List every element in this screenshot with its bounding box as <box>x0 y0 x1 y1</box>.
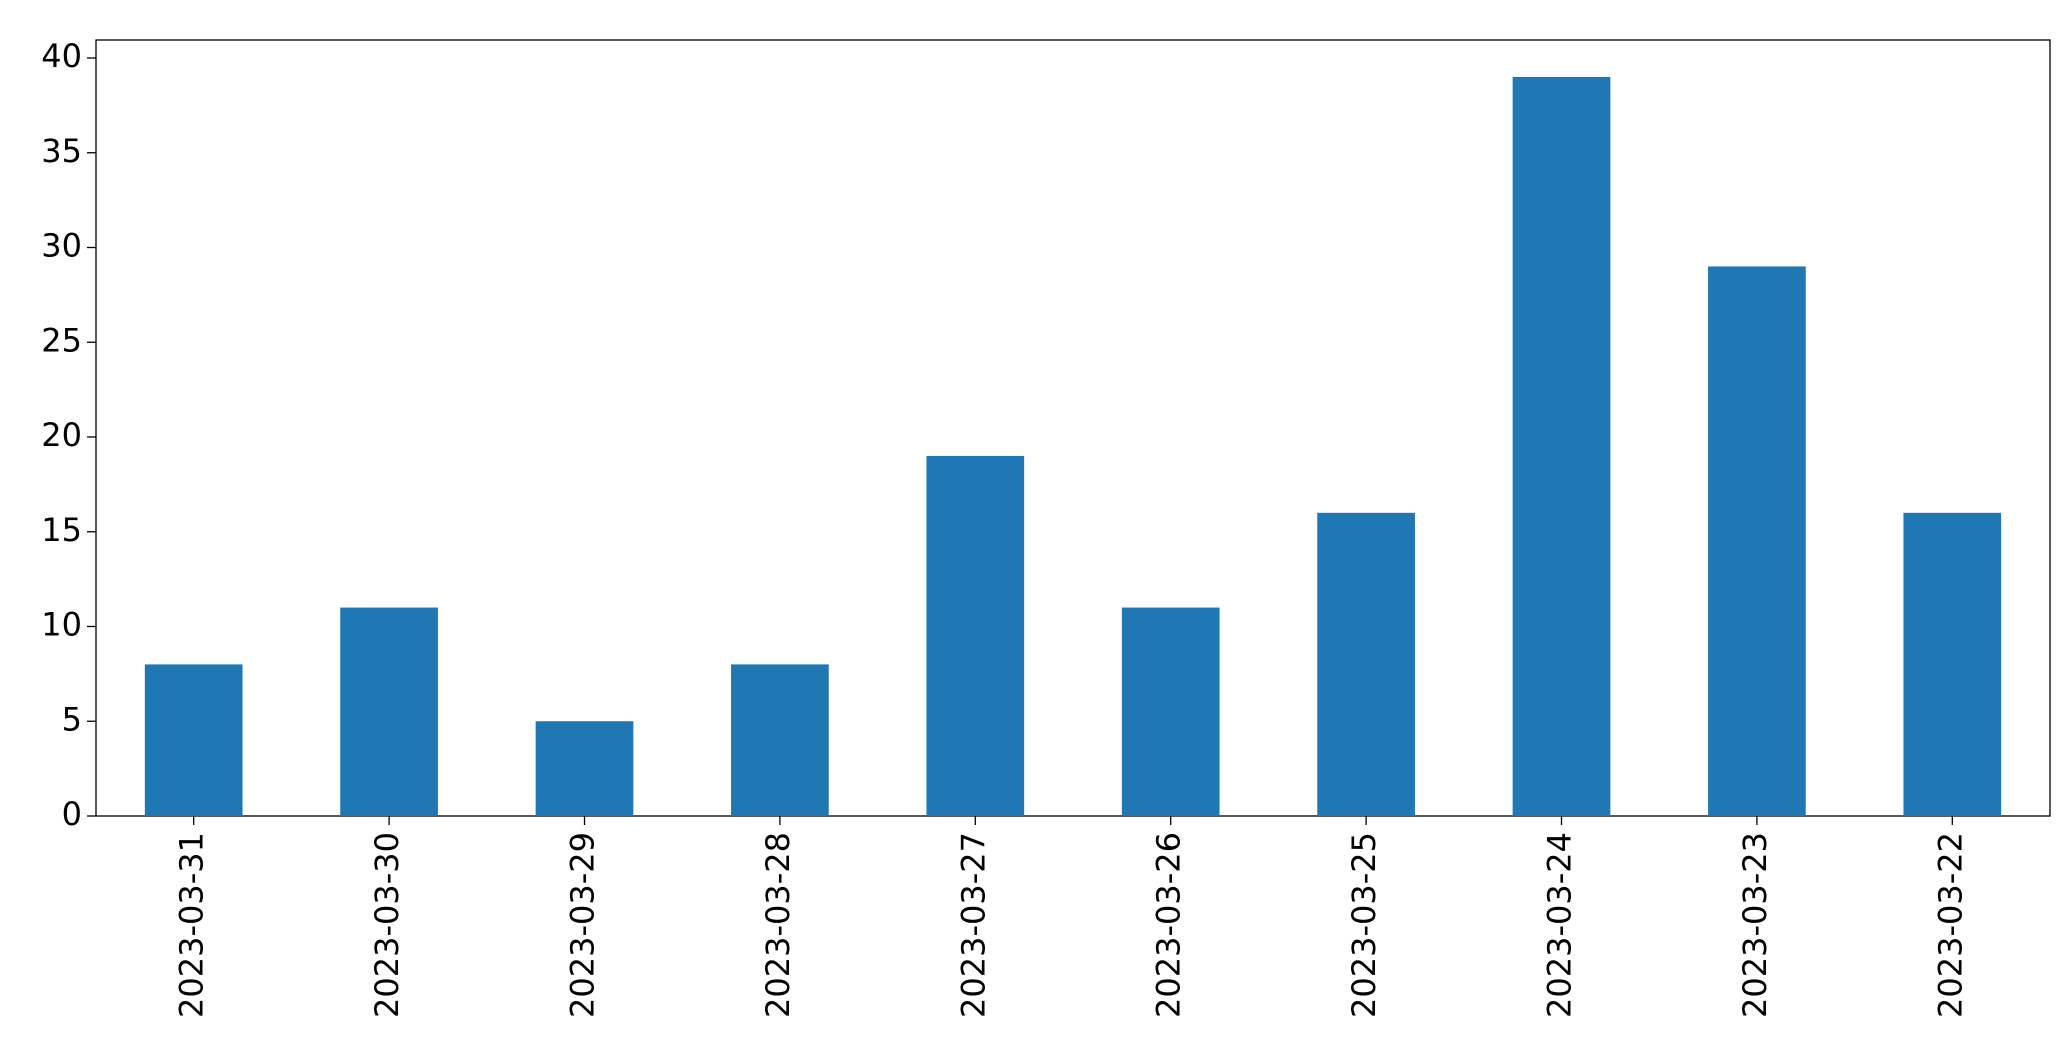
y-tick-label: 35 <box>41 132 82 170</box>
bar <box>926 455 1025 816</box>
bar <box>1121 607 1220 816</box>
y-tick-label: 5 <box>62 700 82 738</box>
x-tick-label: 2023-03-28 <box>759 832 797 1018</box>
x-tick-label: 2023-03-31 <box>173 832 211 1018</box>
x-tick-label: 2023-03-25 <box>1345 832 1383 1018</box>
x-tick-label: 2023-03-27 <box>954 832 992 1018</box>
x-tick-label: 2023-03-22 <box>1931 832 1969 1018</box>
bar <box>535 721 634 816</box>
bar <box>144 664 243 816</box>
y-tick-label: 10 <box>41 606 82 644</box>
bar <box>1708 266 1806 816</box>
y-tick-label: 0 <box>62 795 82 833</box>
x-tick-label: 2023-03-26 <box>1150 832 1188 1018</box>
y-tick-label: 15 <box>41 511 82 549</box>
y-tick-label: 30 <box>41 227 82 265</box>
y-tick-label: 25 <box>41 321 82 359</box>
x-tick-label: 2023-03-30 <box>368 832 406 1018</box>
x-tick-label: 2023-03-29 <box>564 832 602 1018</box>
y-tick-label: 20 <box>41 416 82 454</box>
x-tick-label: 2023-03-23 <box>1736 832 1774 1018</box>
y-tick-label: 40 <box>41 37 82 75</box>
bar <box>1317 512 1415 816</box>
bar <box>1903 512 2002 816</box>
bar <box>340 607 438 816</box>
plot-frame <box>95 39 2051 817</box>
bar <box>1512 76 1611 816</box>
x-tick-label: 2023-03-24 <box>1541 832 1579 1018</box>
bar <box>731 664 829 816</box>
